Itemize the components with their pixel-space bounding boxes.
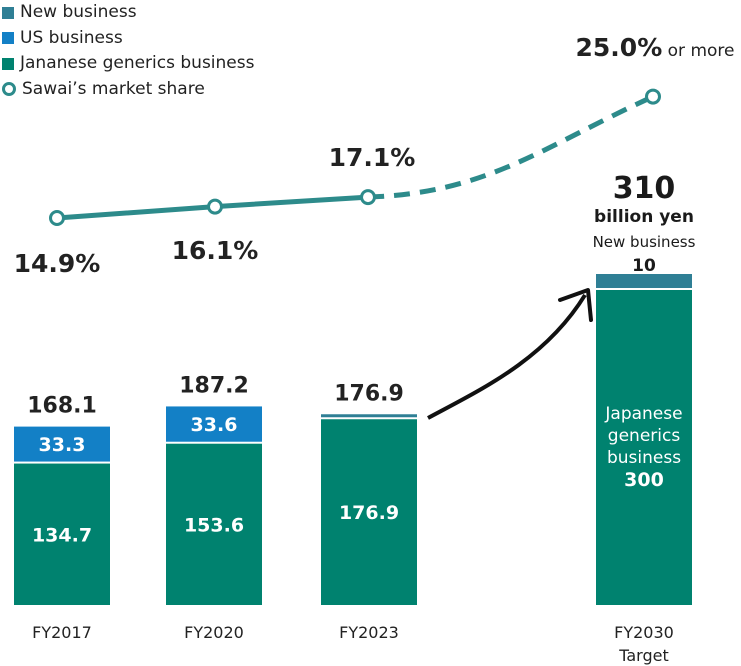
bar-jp-generics xyxy=(596,290,692,605)
legend-label: US business xyxy=(20,27,123,48)
bar-new-business xyxy=(321,414,417,418)
market-share-projection xyxy=(367,94,655,200)
legend: New business US business Jananese generics… xyxy=(2,0,254,102)
bar-total: 176.9 xyxy=(334,381,404,406)
legend-swatch xyxy=(2,6,14,19)
category-label: FY2030 xyxy=(614,623,674,642)
legend-item: US business xyxy=(2,26,254,52)
bar-label-us: 33.6 xyxy=(191,414,238,436)
bar-jp-generics xyxy=(14,463,110,605)
growth-arrow-head xyxy=(558,288,593,322)
bar-total: 310 xyxy=(613,171,676,206)
market-share-label: 14.9% xyxy=(14,249,101,278)
legend-item: Sawai’s market share xyxy=(2,77,254,103)
market-share-label: 25.0% or more xyxy=(576,33,735,62)
market-share-label: 16.1% xyxy=(172,236,259,265)
category-label: FY2020 xyxy=(184,623,244,642)
bar-jp-generics xyxy=(321,419,417,605)
legend-label: Jananese generics business xyxy=(20,53,255,73)
legend-item: Jananese generics business xyxy=(2,51,254,77)
category-sublabel: Target xyxy=(618,646,669,665)
bar-jp-generics xyxy=(166,443,262,605)
bar-label-jp: 134.7 xyxy=(32,524,92,546)
bar-us-business xyxy=(166,406,262,442)
legend-label: Sawai’s market share xyxy=(22,78,205,99)
market-share-point xyxy=(49,210,65,226)
growth-arrow xyxy=(427,293,587,420)
legend-swatch xyxy=(2,82,16,97)
bar-total: 187.2 xyxy=(179,373,249,398)
legend-swatch xyxy=(2,57,14,70)
bar-label-us: 33.3 xyxy=(39,434,86,456)
market-share-point xyxy=(645,88,661,105)
market-share-point xyxy=(207,198,223,215)
bar-label-jp-text: generics xyxy=(608,426,681,446)
market-share-point xyxy=(360,189,376,206)
bar-label-jp-text: business xyxy=(607,448,681,468)
total-unit-label: billion yen xyxy=(594,207,694,227)
market-share-label: 17.1% xyxy=(329,143,416,172)
bar-us-business xyxy=(14,426,110,462)
category-label: FY2017 xyxy=(32,623,92,642)
bar-total: 168.1 xyxy=(27,394,97,419)
bar-label-jp: 300 xyxy=(624,469,664,491)
new-business-label: New business xyxy=(593,233,696,251)
bar-label-jp-text: Japanese xyxy=(604,404,682,424)
market-share-value: 25.0% xyxy=(576,33,663,62)
bar-label-new: 10 xyxy=(632,256,656,276)
bar-label-jp: 153.6 xyxy=(184,514,244,536)
legend-label: New business xyxy=(20,2,137,22)
legend-swatch xyxy=(2,32,14,45)
bar-new-business xyxy=(596,274,692,288)
legend-item: New business xyxy=(2,0,254,26)
market-share-suffix: or more xyxy=(662,41,734,61)
category-label: FY2023 xyxy=(339,623,399,642)
bar-label-jp: 176.9 xyxy=(339,502,399,524)
